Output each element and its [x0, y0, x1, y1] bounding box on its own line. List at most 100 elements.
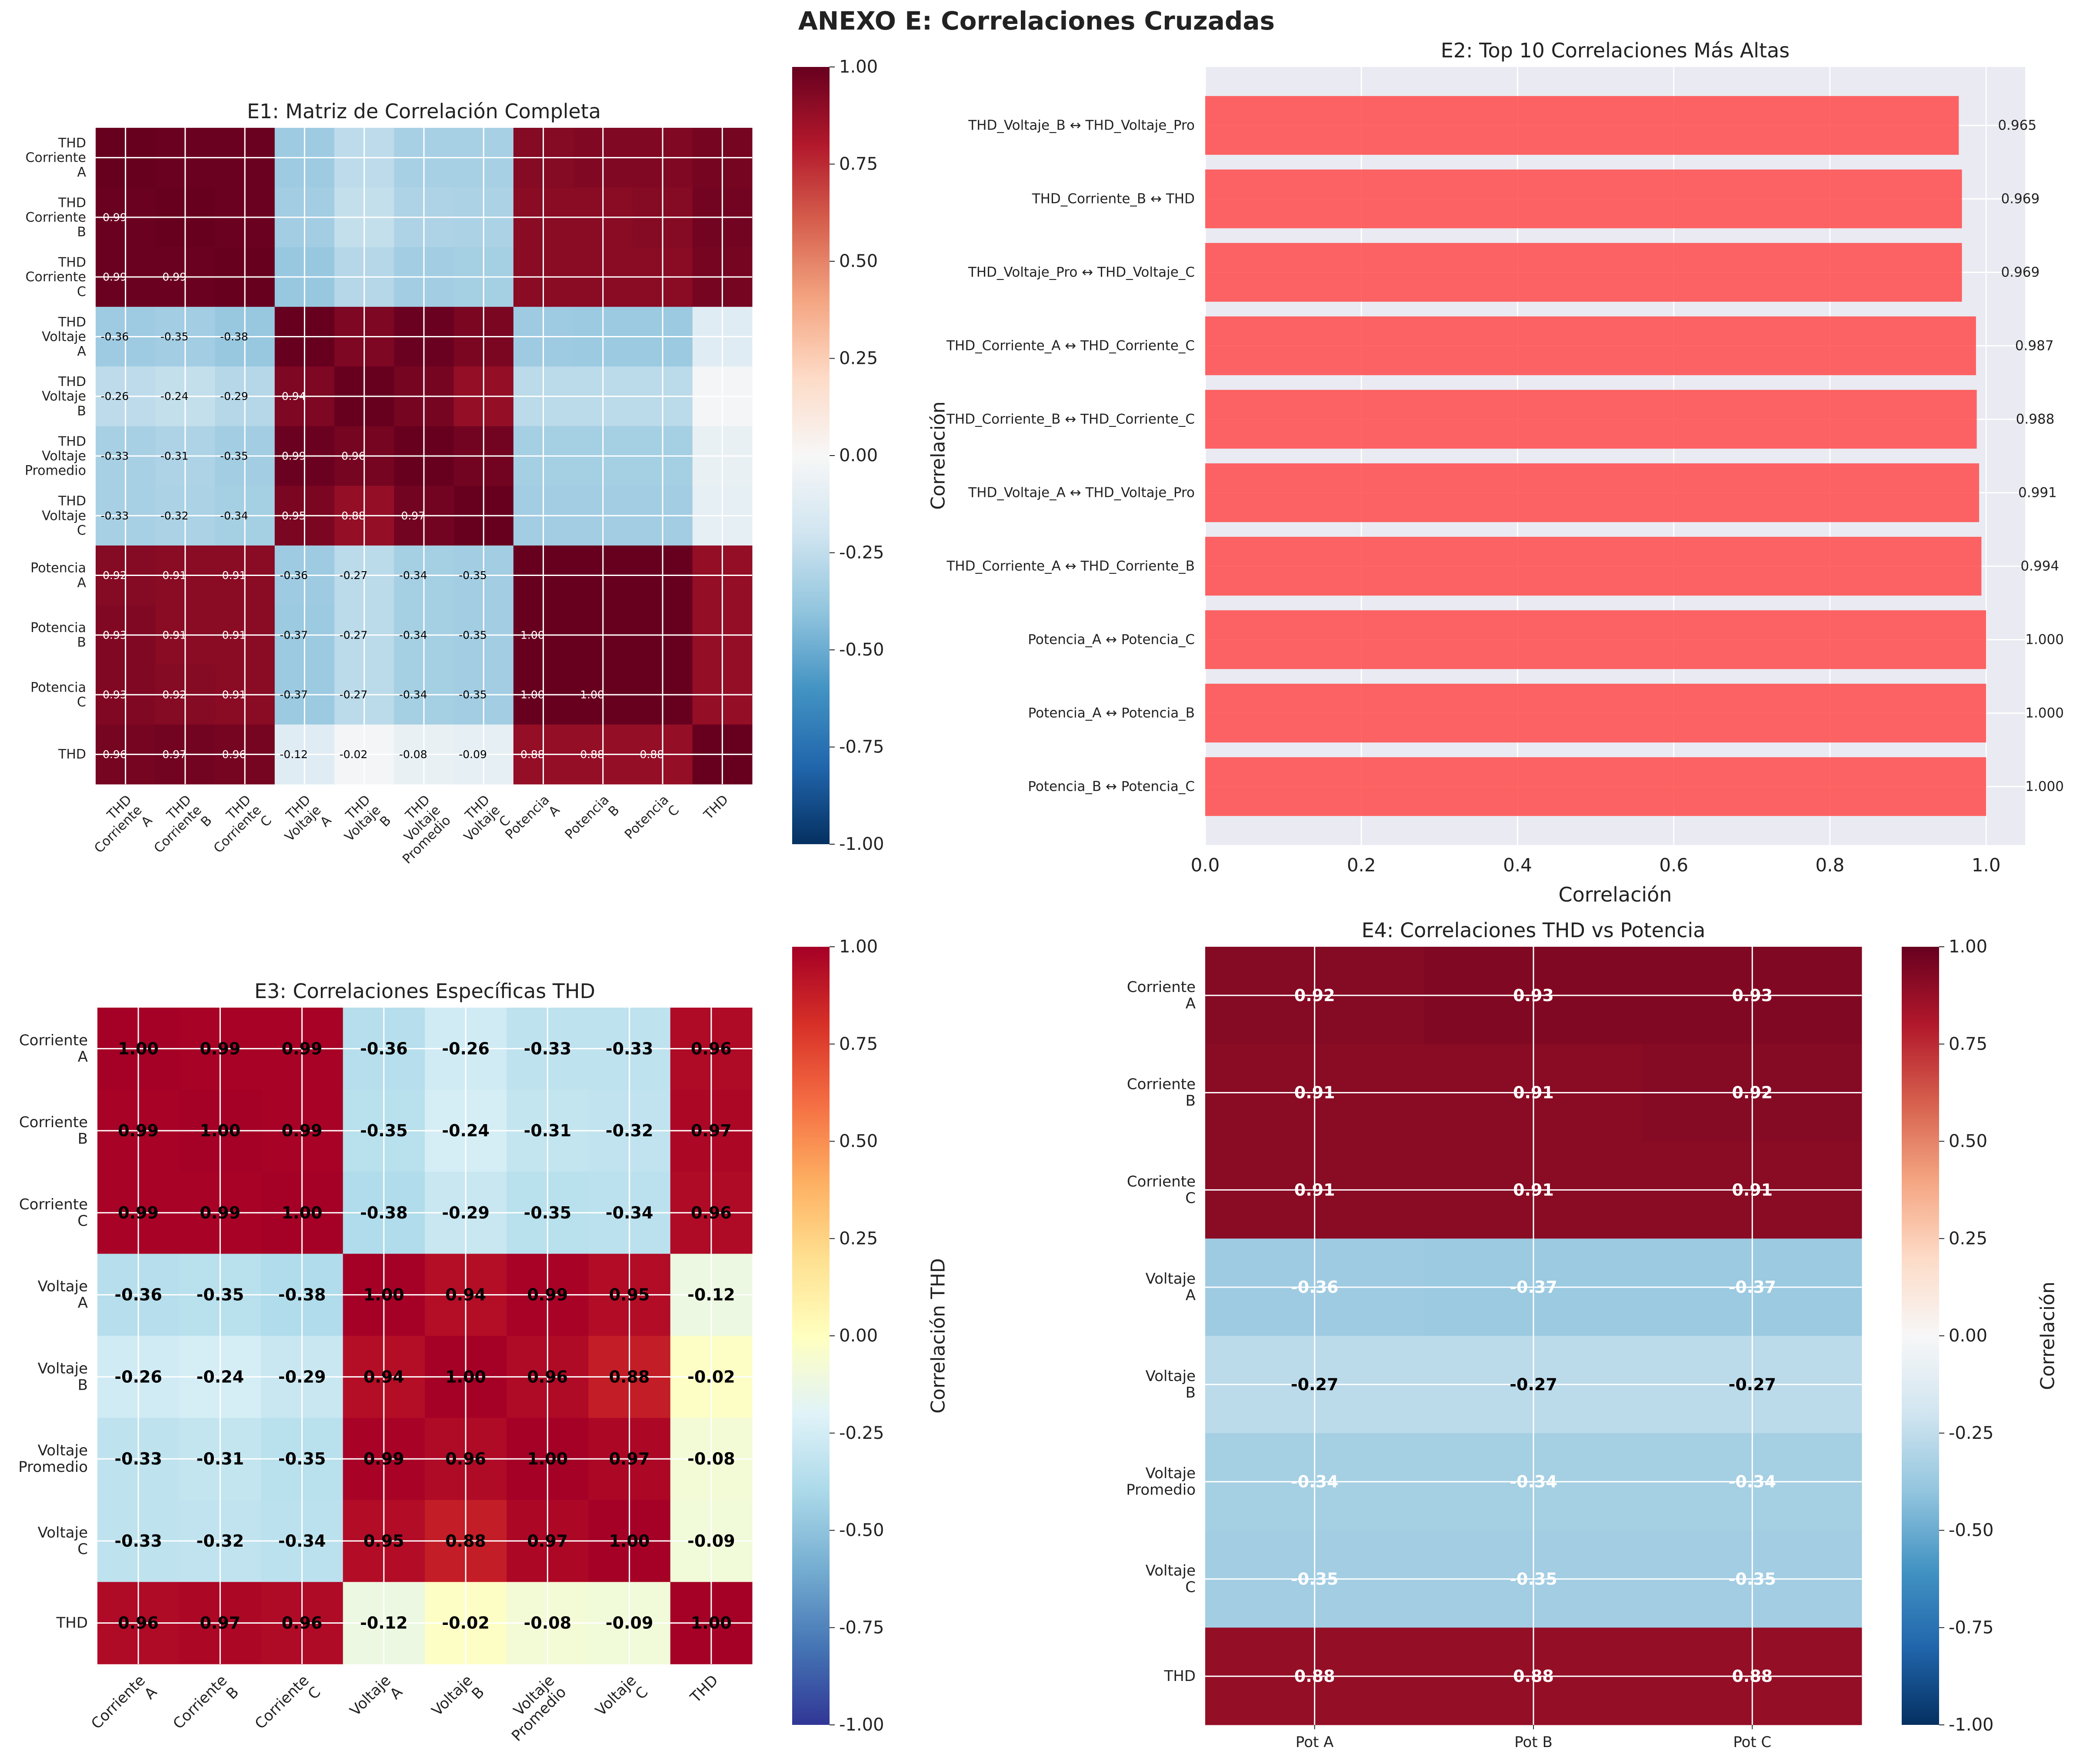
cell-value-label: 0.88: [1294, 1667, 1335, 1686]
cell-value-label: -0.31: [160, 450, 189, 463]
cell-value-label: 0.96: [118, 1614, 159, 1633]
label-line: C: [1185, 1578, 1196, 1596]
cell-value-label: 1.00: [445, 1367, 486, 1386]
x-tick-label: 0.2: [1347, 855, 1376, 876]
colorbar-tick-label: 0.50: [839, 1132, 878, 1152]
colorbar-tick-label: 1.00: [839, 57, 878, 77]
label-line: Corriente: [251, 1672, 312, 1733]
figure-title: ANEXO E: Correlaciones Cruzadas: [798, 6, 1275, 36]
column-label: VoltajeC: [592, 1672, 652, 1731]
cell-value-label: 0.99: [162, 271, 187, 283]
bar: [1205, 316, 1976, 376]
row-label: Voltaje Promedio: [18, 1442, 88, 1476]
label-line: Promedio: [1126, 1481, 1196, 1499]
colorbar-tick-label: 0.00: [839, 1326, 878, 1346]
cell-value-label: 0.95: [363, 1531, 404, 1551]
row-label: Corriente C: [19, 1196, 88, 1230]
panel-e4-thd-vs-power: E4: Correlaciones THD vs Potencia 0.92 0.9…: [1126, 919, 2059, 1751]
cell-value-label: -0.27: [340, 689, 368, 701]
colorbar-tick-label: 1.00: [1949, 937, 1987, 957]
cell-value-label: 0.97: [527, 1531, 568, 1551]
bar-value-label: 1.000: [2025, 779, 2064, 795]
label-line: C: [1185, 1189, 1196, 1207]
label-line: Voltaje: [38, 1524, 88, 1541]
cell-value-label: 0.97: [609, 1449, 650, 1468]
category-label: THD_Corriente_A ↔ THD_Corriente_C: [946, 338, 1195, 354]
cell-value-label: -0.29: [278, 1367, 326, 1386]
row-label: Corriente B: [19, 1114, 88, 1148]
label-line: Voltaje: [428, 1672, 476, 1720]
bar: [1205, 169, 1962, 229]
cell-value-label: 0.97: [162, 748, 187, 761]
cell-value-label: 0.99: [282, 450, 306, 463]
cell-value-label: -0.33: [101, 509, 129, 522]
bar-value-label: 0.965: [1998, 118, 2036, 133]
cell-value-label: -0.08: [399, 748, 427, 761]
row-label: Voltaje B: [1146, 1368, 1196, 1401]
cell-value-label: 1.00: [200, 1121, 240, 1140]
label-line: Voltaje: [42, 389, 86, 404]
cell-value-label: -0.34: [606, 1203, 653, 1222]
colorbar-label: Correlación THD: [927, 1258, 950, 1413]
category-label: THD_Corriente_A ↔ THD_Corriente_B: [946, 559, 1195, 574]
label-line: A: [77, 165, 86, 180]
colorbar-tick-label: 0.75: [839, 154, 878, 174]
row-label: Voltaje A: [38, 1278, 88, 1312]
bar-value-label: 0.988: [2016, 412, 2055, 427]
cell-value-label: -0.35: [459, 629, 487, 641]
label-line: Potencia: [30, 620, 86, 636]
label-line: Voltaje: [42, 329, 86, 344]
label-line: Corriente: [26, 270, 86, 285]
column-label: PotenciaA: [502, 792, 563, 852]
cell-value-label: 0.91: [1294, 1180, 1335, 1199]
label-line: Corriente: [26, 150, 86, 165]
label-line: Promedio: [18, 1458, 88, 1476]
row-label: THD Voltaje Promedio: [25, 434, 86, 478]
column-label: THD: [701, 792, 732, 823]
label-line: Voltaje: [1146, 1270, 1196, 1288]
label-line: A: [1186, 995, 1196, 1012]
row-label: Voltaje C: [1146, 1562, 1196, 1596]
label-line: Voltaje: [347, 1672, 394, 1720]
category-label: THD_Voltaje_B ↔ THD_Voltaje_Pro: [968, 118, 1195, 133]
cell-value-label: -0.34: [399, 689, 427, 701]
row-label: THD Voltaje C: [42, 493, 86, 538]
cell-value-label: -0.36: [280, 569, 308, 582]
cell-value-label: -0.12: [687, 1285, 735, 1305]
cell-value-label: -0.35: [360, 1121, 408, 1140]
bar-value-label: 0.991: [2018, 485, 2057, 501]
category-label: Potencia_A ↔ Potencia_C: [1028, 632, 1195, 648]
cell-value-label: 0.96: [341, 450, 366, 463]
colorbar-tick-label: -0.50: [839, 1521, 884, 1541]
label-line: Voltaje: [38, 1278, 88, 1295]
cell-value-label: 0.91: [1513, 1083, 1554, 1102]
label-line: Potencia: [30, 680, 86, 695]
cell-value-label: -0.35: [160, 330, 189, 343]
cell-value-label: 0.97: [691, 1121, 732, 1140]
label-line: B: [77, 224, 86, 240]
bar: [1205, 389, 1977, 449]
cell-value-label: 0.88: [341, 509, 366, 522]
column-label: Pot B: [1514, 1734, 1553, 1751]
cell-value-label: 0.94: [282, 390, 306, 403]
label-line: Corriente: [170, 1672, 230, 1733]
row-label: Corriente C: [1127, 1173, 1196, 1207]
cell-value-label: 0.92: [1732, 1083, 1773, 1102]
cell-value-label: -0.35: [220, 450, 248, 463]
cell-value-label: 1.00: [118, 1039, 159, 1058]
cell-value-label: -0.34: [399, 569, 427, 582]
cell-value-label: 0.96: [527, 1367, 568, 1386]
x-tick-label: 0.8: [1816, 855, 1845, 876]
chart-title: E3: Correlaciones Específicas THD: [254, 979, 595, 1003]
cell-value-label: -0.27: [340, 569, 368, 582]
cell-value-label: -0.09: [606, 1614, 653, 1633]
cell-value-label: 0.93: [103, 629, 127, 641]
label-line: Voltaje: [1146, 1368, 1196, 1385]
cell-value-label: -0.32: [606, 1121, 653, 1140]
cell-value-label: -0.34: [399, 629, 427, 641]
cell-value-label: 0.99: [282, 1039, 323, 1058]
column-label: CorrienteB: [170, 1672, 242, 1744]
panel-e3-thd-correlations: E3: Correlaciones Específicas THD 1.00 0.9…: [18, 937, 949, 1745]
column-label: THDVoltajePromedio: [379, 792, 453, 867]
